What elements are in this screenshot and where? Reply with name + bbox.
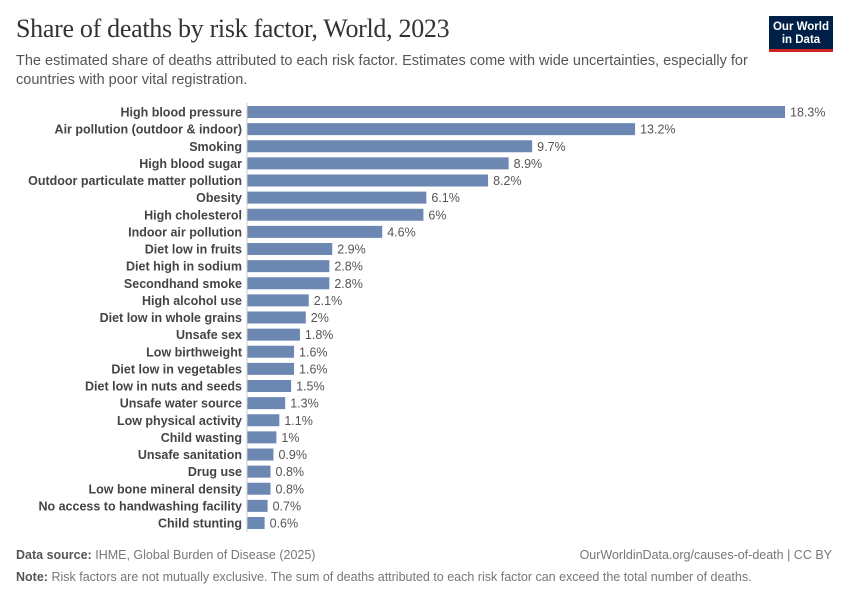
value-label: 1.5% xyxy=(296,380,325,394)
value-label: 2.1% xyxy=(314,294,343,308)
chart-title: Share of deaths by risk factor, World, 2… xyxy=(16,14,450,43)
category-label: Child wasting xyxy=(161,431,242,445)
bar[interactable] xyxy=(247,294,309,307)
bar[interactable] xyxy=(247,465,271,478)
value-label: 1.6% xyxy=(299,362,328,376)
category-label: Low birthweight xyxy=(146,345,243,359)
bar[interactable] xyxy=(247,225,383,238)
bar[interactable] xyxy=(247,277,330,290)
category-label: Drug use xyxy=(188,465,242,479)
source-link[interactable]: IHME, Global Burden of Disease (2025) xyxy=(95,548,316,562)
value-label: 0.9% xyxy=(278,448,307,462)
value-label: 6% xyxy=(428,208,446,222)
category-label: High blood pressure xyxy=(120,106,242,120)
category-label: Indoor air pollution xyxy=(128,225,242,239)
bar[interactable] xyxy=(247,140,533,153)
value-label: 0.7% xyxy=(273,499,302,513)
data-source: Data source: IHME, Global Burden of Dise… xyxy=(16,548,316,562)
value-label: 1.1% xyxy=(284,414,313,428)
value-label: 2.8% xyxy=(334,260,363,274)
bar[interactable] xyxy=(247,414,280,427)
category-label: Diet low in nuts and seeds xyxy=(85,380,242,394)
category-label: Diet high in sodium xyxy=(126,260,242,274)
category-label: Diet low in vegetables xyxy=(111,362,242,376)
category-label: Low physical activity xyxy=(117,414,242,428)
category-label: Outdoor particulate matter pollution xyxy=(28,174,242,188)
category-label: Unsafe sex xyxy=(176,328,242,342)
footer-note: Note: Risk factors are not mutually excl… xyxy=(16,570,752,584)
bar[interactable] xyxy=(247,380,292,392)
value-label: 1% xyxy=(281,431,299,445)
bar[interactable] xyxy=(247,448,274,461)
value-label: 2.8% xyxy=(334,277,363,291)
category-label: Unsafe sanitation xyxy=(138,448,242,462)
value-label: 0.8% xyxy=(276,465,305,479)
value-label: 18.3% xyxy=(790,106,825,120)
bar[interactable] xyxy=(247,482,271,495)
bar[interactable] xyxy=(247,345,295,358)
bar[interactable] xyxy=(247,311,306,324)
bar[interactable] xyxy=(247,517,265,529)
value-label: 4.6% xyxy=(387,225,416,239)
footer-url[interactable]: OurWorldinData.org/causes-of-death | CC … xyxy=(579,548,832,562)
category-label: Air pollution (outdoor & indoor) xyxy=(55,123,242,137)
bar[interactable] xyxy=(247,174,489,187)
chart-subtitle: The estimated share of deaths attributed… xyxy=(16,53,748,88)
bar[interactable] xyxy=(247,106,785,118)
bar[interactable] xyxy=(247,362,295,375)
value-label: 13.2% xyxy=(640,123,675,137)
value-label: 1.6% xyxy=(299,345,328,359)
category-label: Obesity xyxy=(196,191,242,205)
category-label: Secondhand smoke xyxy=(124,277,242,291)
category-label: Low bone mineral density xyxy=(89,482,243,496)
value-label: 2.9% xyxy=(337,243,366,257)
value-label: 6.1% xyxy=(431,191,460,205)
bar[interactable] xyxy=(247,243,333,255)
bar[interactable] xyxy=(247,328,300,341)
category-label: High cholesterol xyxy=(144,208,242,222)
value-label: 8.9% xyxy=(514,157,543,171)
bar[interactable] xyxy=(247,431,277,444)
value-label: 1.3% xyxy=(290,397,319,411)
value-label: 9.7% xyxy=(537,140,566,154)
owid-logo[interactable]: Our World in Data xyxy=(769,16,833,52)
category-label: No access to handwashing facility xyxy=(38,499,242,513)
value-label: 0.8% xyxy=(276,482,305,496)
category-label: Diet low in fruits xyxy=(145,243,242,257)
value-label: 2% xyxy=(311,311,329,325)
category-label: Diet low in whole grains xyxy=(100,311,242,325)
value-label: 0.6% xyxy=(270,517,299,531)
value-label: 8.2% xyxy=(493,174,522,188)
bar[interactable] xyxy=(247,208,424,221)
value-label: 1.8% xyxy=(305,328,334,342)
category-label: Smoking xyxy=(189,140,242,154)
category-label: High blood sugar xyxy=(139,157,242,171)
category-label: High alcohol use xyxy=(142,294,242,308)
bar[interactable] xyxy=(247,191,427,204)
bar[interactable] xyxy=(247,397,286,410)
bar[interactable] xyxy=(247,157,509,170)
category-label: Unsafe water source xyxy=(120,397,242,411)
category-label: Child stunting xyxy=(158,517,242,531)
bar[interactable] xyxy=(247,499,268,512)
bar[interactable] xyxy=(247,260,330,273)
bar[interactable] xyxy=(247,123,636,136)
